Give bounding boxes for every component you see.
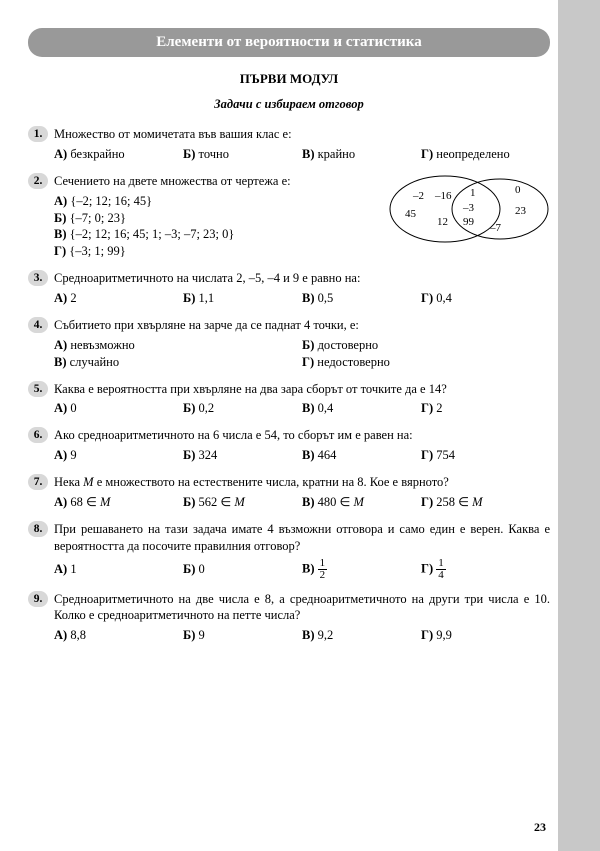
question-number: 5. bbox=[28, 381, 48, 397]
answer-a: А) 9 bbox=[54, 447, 183, 464]
question-number: 9. bbox=[28, 591, 48, 607]
chapter-title: Елементи от вероятности и статистика bbox=[28, 28, 550, 57]
question-text: Ако средноаритметичното на 6 числа е 54,… bbox=[54, 427, 550, 444]
answer-b: Б) достоверно bbox=[302, 337, 550, 354]
venn-diagram: –2 45 –16 12 1 –3 99 0 23 –7 bbox=[375, 169, 555, 254]
question-number: 3. bbox=[28, 270, 48, 286]
page-number: 23 bbox=[534, 820, 546, 835]
answer-b: Б) 0 bbox=[183, 561, 302, 578]
svg-text:45: 45 bbox=[405, 208, 417, 220]
svg-text:1: 1 bbox=[470, 187, 476, 199]
answer-c: В) 9,2 bbox=[302, 627, 421, 644]
question-text: Каква е вероятността при хвърляне на два… bbox=[54, 381, 550, 398]
answer-c: В) 480 ∈ M bbox=[302, 494, 421, 511]
answer-d: Г) 9,9 bbox=[421, 627, 550, 644]
question-number: 7. bbox=[28, 474, 48, 490]
answer-b: Б) 324 bbox=[183, 447, 302, 464]
question-text: Средноаритметичното на числата 2, –5, –4… bbox=[54, 270, 550, 287]
answer-a: А) 1 bbox=[54, 561, 183, 578]
question-6: 6. Ако средноаритметичното на 6 числа е … bbox=[28, 427, 550, 464]
question-5: 5. Каква е вероятността при хвърляне на … bbox=[28, 381, 550, 418]
question-number: 1. bbox=[28, 126, 48, 142]
question-8: 8. При решаването на тази задача имате 4… bbox=[28, 521, 550, 581]
answer-b: Б) 562 ∈ M bbox=[183, 494, 302, 511]
module-title: ПЪРВИ МОДУЛ bbox=[28, 71, 550, 87]
answer-d: Г) 2 bbox=[421, 400, 550, 417]
answer-b: Б) 1,1 bbox=[183, 290, 302, 307]
answer-b: Б) точно bbox=[183, 146, 302, 163]
question-text: Средноаритметичното на две числа е 8, а … bbox=[54, 591, 550, 625]
question-2: 2. Сечението на двете множества от черте… bbox=[28, 173, 550, 260]
answer-c: В) случайно bbox=[54, 354, 302, 371]
answer-a: А) невъзможно bbox=[54, 337, 302, 354]
question-number: 6. bbox=[28, 427, 48, 443]
answer-c: В) 0,4 bbox=[302, 400, 421, 417]
svg-text:12: 12 bbox=[437, 216, 448, 228]
answer-d: Г) 0,4 bbox=[421, 290, 550, 307]
answer-a: А) А) безкрайнобезкрайно bbox=[54, 146, 183, 163]
question-4: 4. Събитието при хвърляне на зарче да се… bbox=[28, 317, 550, 371]
question-number: 8. bbox=[28, 521, 48, 537]
question-text: Събитието при хвърляне на зарче да се па… bbox=[54, 317, 550, 334]
answer-d: Г) неопределено bbox=[421, 146, 550, 163]
svg-text:0: 0 bbox=[515, 184, 521, 196]
page: Елементи от вероятности и статистика ПЪР… bbox=[0, 0, 600, 674]
answer-c: В) 12 bbox=[302, 558, 421, 581]
answer-a: А) 8,8 bbox=[54, 627, 183, 644]
question-9: 9. Средноаритметичното на две числа е 8,… bbox=[28, 591, 550, 645]
svg-text:–16: –16 bbox=[434, 190, 452, 202]
question-text: Нека M е множеството на естествените чис… bbox=[54, 474, 550, 491]
svg-text:99: 99 bbox=[463, 216, 475, 228]
answer-b: Б) 9 bbox=[183, 627, 302, 644]
answer-a: А) 68 ∈ M bbox=[54, 494, 183, 511]
answer-d: Г) 14 bbox=[421, 558, 550, 581]
question-number: 4. bbox=[28, 317, 48, 333]
question-7: 7. Нека M е множеството на естествените … bbox=[28, 474, 550, 511]
answer-c: В) крайно bbox=[302, 146, 421, 163]
answer-d: Г) недостоверно bbox=[302, 354, 550, 371]
answer-b: Б) 0,2 bbox=[183, 400, 302, 417]
answer-a: А) 2 bbox=[54, 290, 183, 307]
svg-text:23: 23 bbox=[515, 205, 527, 217]
question-3: 3. Средноаритметичното на числата 2, –5,… bbox=[28, 270, 550, 307]
question-number: 2. bbox=[28, 173, 48, 189]
subtitle: Задачи с избираем отговор bbox=[28, 97, 550, 112]
svg-text:–7: –7 bbox=[489, 222, 502, 234]
answer-c: В) 464 bbox=[302, 447, 421, 464]
question-1: 1. Множество от момичетата във вашия кла… bbox=[28, 126, 550, 163]
answer-d: Г) 754 bbox=[421, 447, 550, 464]
question-text: Множество от момичетата във вашия клас е… bbox=[54, 126, 550, 143]
answer-a: А) 0 bbox=[54, 400, 183, 417]
question-text: При решаването на тази задача имате 4 въ… bbox=[54, 521, 550, 555]
answer-c: В) 0,5 bbox=[302, 290, 421, 307]
svg-text:–2: –2 bbox=[412, 190, 424, 202]
svg-text:–3: –3 bbox=[462, 202, 475, 214]
answer-d: Г) 258 ∈ M bbox=[421, 494, 550, 511]
